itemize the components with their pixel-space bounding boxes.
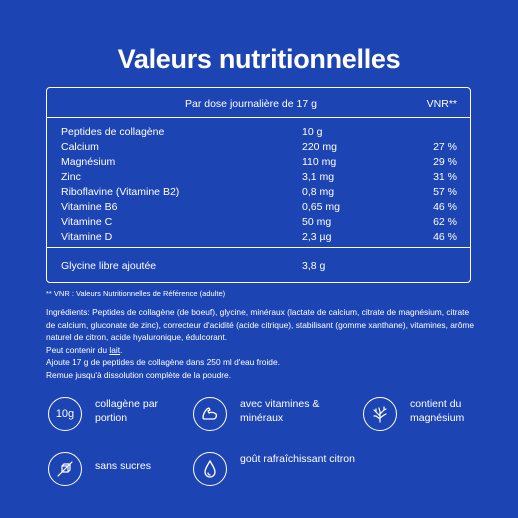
no-sugar-icon [48,452,82,486]
table-row-value: 110 mg [302,156,337,168]
table-row-value: 0,8 mg [302,186,335,198]
table-row-value: 50 mg [302,216,332,228]
feature-label: goût rafraîchissant citron [240,453,355,465]
table-row-vnr: 46 % [433,201,457,213]
table-row-vnr: 27 % [433,141,457,153]
table-row-value: 2,3 µg [302,231,332,243]
table-row-vnr: 46 % [433,231,457,243]
table-row-vnr: 57 % [433,186,457,198]
ingredients-text: Ingrédients: Peptides de collagène (de b… [46,307,474,342]
muscle-arm-icon [193,397,227,431]
instructions-mix: Remue jusqu'à dissolution complète de la… [46,369,232,380]
table-row-name: Magnésium [61,156,116,168]
allergen-text: Peut contenir du lait. [46,344,123,355]
table-row-vnr: 31 % [433,171,457,183]
table-row-name: Peptides de collagène [61,126,165,138]
instructions-dose: Ajoute 17 g de peptides de collagène dan… [46,357,280,367]
water-drop-icon [193,452,227,486]
feature-label: collagène par portion [95,398,159,424]
table-row-glycine-value: 3,8 g [302,260,326,272]
table-row-value: 220 mg [302,141,338,153]
table-row-vnr: 62 % [433,216,457,228]
table-row-value: 3,1 mg [302,171,335,183]
vnr-note: ** VNR : Valeurs Nutritionnelles de Réfé… [46,289,226,298]
ingredients-block: Ingrédients: Peptides de collagène (de b… [46,306,476,381]
table-row-glycine-name: Glycine libre ajoutée [61,260,157,272]
feature-label: contient du magnésium [410,398,465,424]
allergen-link[interactable]: lait [109,344,121,355]
table-divider-bottom [47,247,470,248]
10g-icon: 10g [48,397,82,431]
table-header-dose: Par dose journalière de 17 g [185,98,317,110]
table-row-name: Zinc [61,171,81,183]
table-row-name: Calcium [61,141,99,153]
coral-icon [363,397,397,431]
table-divider-top [47,117,470,118]
page-title: Valeurs nutritionnelles [117,44,401,74]
table-row-vnr: 29 % [433,156,457,168]
table-row-value: 10 g [302,126,323,138]
table-row-value: 0,65 mg [302,201,340,213]
table-header-vnr: VNR** [426,98,457,110]
table-row-name: Vitamine D [61,231,113,243]
table-row-name: Vitamine C [61,216,113,228]
nutrition-table: Par dose journalière de 17 g VNR** Pepti… [46,87,471,283]
table-row-name: Riboflavine (Vitamine B2) [61,186,180,198]
table-row-name: Vitamine B6 [61,201,118,213]
feature-label: avec vitamines & minéraux [240,398,320,424]
feature-label: sans sucres [95,460,152,472]
